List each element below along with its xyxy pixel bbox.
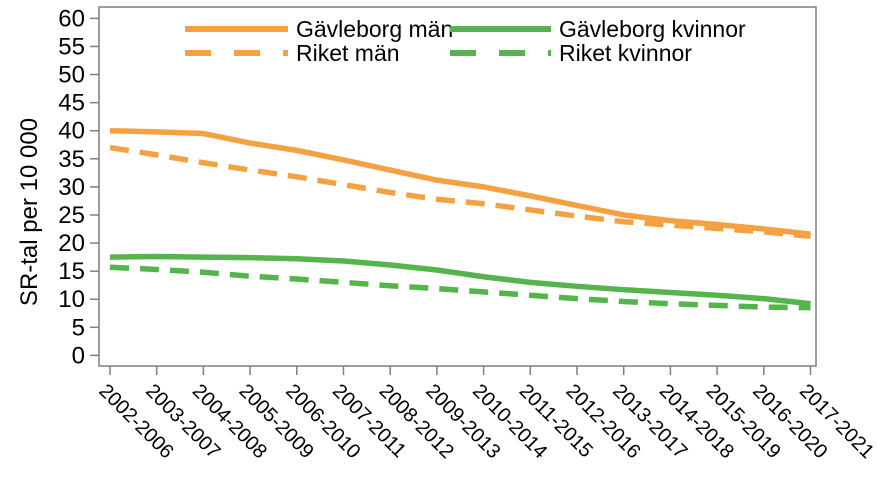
- y-tick-label: 45: [58, 90, 85, 117]
- series-line-3: [109, 264, 811, 311]
- legend-label: Gävleborg män: [296, 15, 454, 42]
- y-tick-label: 55: [58, 33, 85, 60]
- y-tick-label: 0: [72, 342, 85, 369]
- y-tick-label: 35: [58, 146, 85, 173]
- y-tick-label: 50: [58, 62, 85, 89]
- y-tick-label: 30: [58, 174, 85, 201]
- legend-label: Gävleborg kvinnor: [559, 15, 746, 42]
- y-tick-label: 40: [58, 118, 85, 145]
- legend-swatch-solid-orange: [185, 26, 288, 32]
- legend-swatch-dashed-orange: [185, 50, 288, 56]
- y-tick-label: 5: [72, 314, 85, 341]
- legend-label: Riket män: [296, 39, 400, 66]
- y-tick-label: 25: [58, 202, 85, 229]
- legend-item-riket-man: Riket män: [185, 39, 400, 66]
- legend: Gävleborg män Riket män Gävleborg kvinno…: [0, 0, 877, 80]
- y-tick-label: 20: [58, 230, 85, 257]
- y-tick-label: 10: [58, 286, 85, 313]
- series-line-0: [109, 127, 811, 237]
- legend-item-gavleborg-man: Gävleborg män: [185, 15, 454, 42]
- legend-swatch-solid-green: [450, 26, 551, 32]
- series-line-2: [109, 253, 811, 307]
- y-tick-label: 15: [58, 258, 85, 285]
- legend-item-gavleborg-kvinnor: Gävleborg kvinnor: [450, 15, 746, 42]
- y-axis-title: SR-tal per 10 000: [16, 117, 43, 307]
- legend-item-riket-kvinnor: Riket kvinnor: [450, 39, 692, 66]
- legend-swatch-dashed-green: [450, 50, 551, 56]
- y-tick-label: 60: [58, 5, 85, 32]
- legend-label: Riket kvinnor: [559, 39, 692, 66]
